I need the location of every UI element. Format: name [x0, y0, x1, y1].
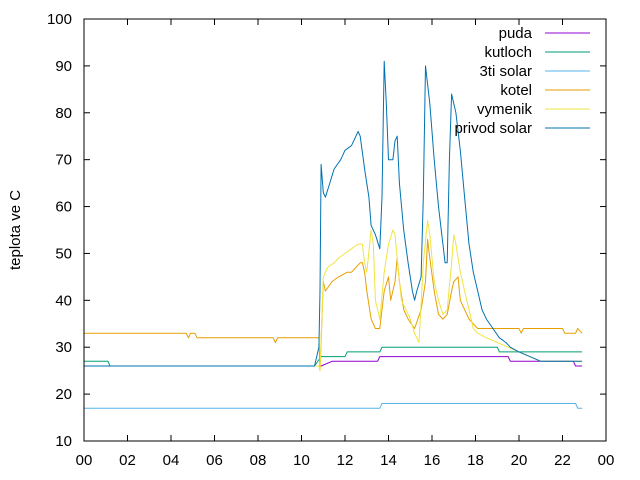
legend-label: vymenik [477, 101, 533, 118]
legend-label: privod solar [454, 120, 532, 137]
y-tick-label: 40 [55, 292, 72, 309]
x-tick-label: 10 [293, 452, 310, 469]
y-tick-label: 30 [55, 339, 72, 356]
y-tick-label: 60 [55, 199, 72, 216]
x-tick-label: 08 [250, 452, 267, 469]
legend: puda kutloch 3ti solar kotel vymenik privod s… [454, 25, 590, 137]
y-tick-label: 80 [55, 105, 72, 122]
x-tick-label: 02 [119, 452, 136, 469]
y-axis-label: teplota ve C [7, 190, 24, 270]
x-tick-label: 06 [206, 452, 223, 469]
x-tick-label: 22 [554, 452, 571, 469]
y-tick-label: 70 [55, 152, 72, 169]
series-layer [84, 60, 583, 409]
y-tick-label: 100 [47, 11, 72, 28]
x-tick-label: 14 [380, 452, 397, 469]
y-tick-label: 50 [55, 245, 72, 262]
x-tick-label: 04 [163, 452, 180, 469]
x-tick-label: 12 [337, 452, 354, 469]
legend-label: 3ti solar [479, 63, 532, 80]
series-line-vymenik [84, 220, 583, 372]
legend-label: kutloch [484, 44, 532, 61]
x-tick-label: 20 [511, 452, 528, 469]
y-tick-label: 10 [55, 433, 72, 450]
y-tick-label: 90 [55, 58, 72, 75]
x-tick-label: 18 [467, 452, 484, 469]
series-line-3ti-solar [84, 403, 583, 409]
plot-frame [83, 18, 607, 442]
x-tick-label: 16 [424, 452, 441, 469]
x-tick-label: 00 [598, 452, 615, 469]
series-line-privod-solar [84, 60, 583, 367]
x-tick-label: 00 [76, 452, 93, 469]
ticks-layer: 00 02 04 06 08 10 12 14 16 18 20 22 0010203040506070… [47, 11, 614, 469]
legend-label: kotel [500, 82, 532, 99]
y-tick-label: 20 [55, 386, 72, 403]
legend-label: puda [499, 25, 533, 42]
